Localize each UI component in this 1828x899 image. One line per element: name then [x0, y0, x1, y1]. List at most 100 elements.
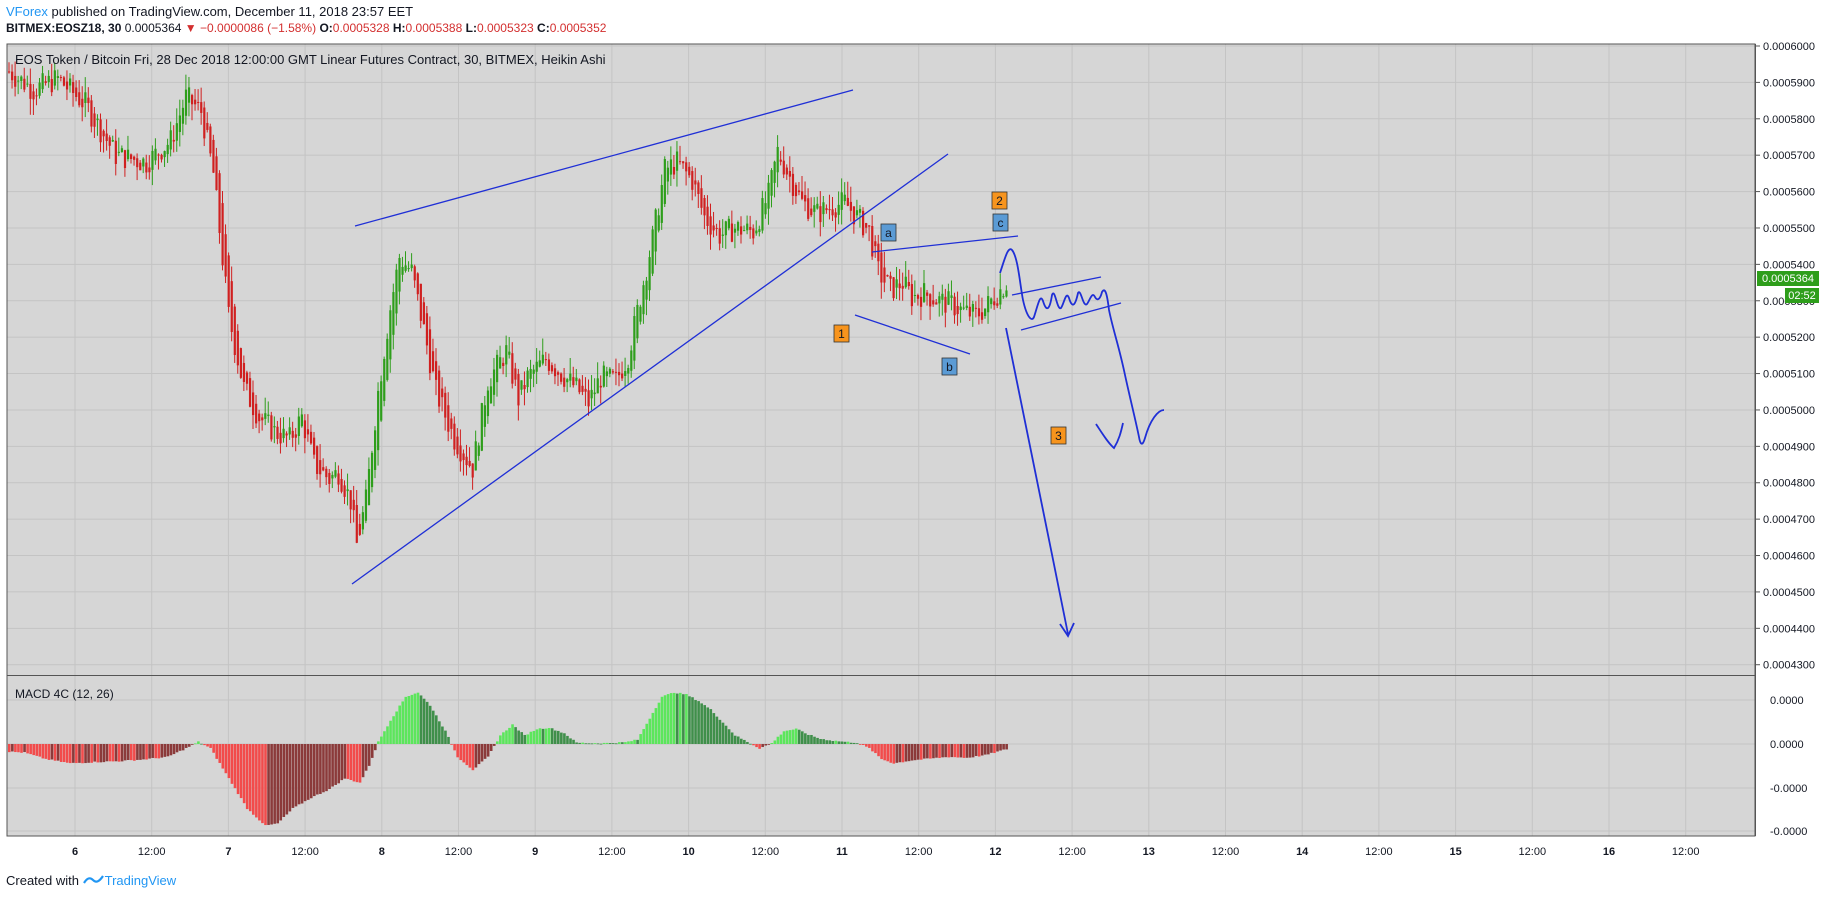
macd-bar — [383, 731, 386, 744]
wave-label-b[interactable]: b — [941, 357, 958, 376]
wave-label-1[interactable]: 1 — [833, 324, 850, 343]
macd-bar — [422, 698, 426, 744]
macd-bar — [810, 734, 813, 744]
candle-body — [325, 468, 328, 478]
macd-bar — [816, 737, 819, 744]
correction-lower-line[interactable] — [854, 314, 971, 355]
candle-body — [81, 98, 84, 108]
candle-body — [444, 392, 447, 418]
candle-body — [776, 146, 779, 173]
candle-body — [837, 204, 840, 215]
candle-body — [834, 212, 837, 218]
candle-body — [752, 228, 755, 239]
macd-bar — [590, 743, 594, 745]
macd-bar — [227, 744, 231, 779]
macd-bar — [242, 744, 246, 804]
candle-body — [514, 368, 517, 380]
macd-bar — [462, 744, 466, 763]
triangle-upper-line[interactable] — [1011, 276, 1102, 296]
macd-bar — [367, 744, 371, 766]
macd-bar — [563, 733, 566, 744]
macd-bar — [178, 744, 182, 751]
macd-bar — [483, 744, 487, 759]
correction-upper-line[interactable] — [871, 235, 1019, 253]
macd-bar — [706, 707, 710, 744]
price-axis[interactable]: 0.0006000 0.0005900 0.0005800 0.0005700 0.00… — [1755, 41, 1815, 672]
arrow-head — [1059, 622, 1075, 638]
projected-path-drawing[interactable] — [999, 248, 1165, 445]
tradingview-link[interactable]: TradingView — [104, 873, 177, 888]
macd-bar — [1005, 744, 1008, 750]
candle-body — [300, 414, 303, 427]
candle-body — [730, 223, 734, 242]
candle-body — [764, 203, 767, 215]
macd-bar — [718, 719, 722, 744]
macd-bar — [968, 744, 972, 758]
macd-bar — [276, 744, 279, 824]
time-axis[interactable]: 6 12:00 7 12:00 8 12:00 9 12:00 10 12:00 11 12:00 12… — [72, 846, 1700, 858]
wave-label-a[interactable]: a — [880, 223, 897, 242]
candle-body — [169, 130, 172, 150]
candle-body — [663, 159, 666, 204]
candle-body — [108, 137, 111, 146]
macd-bar — [297, 744, 301, 805]
triangle-lower-line[interactable] — [1020, 302, 1122, 331]
small-arrow-drawing[interactable] — [1095, 422, 1124, 450]
macd-bar — [877, 744, 880, 757]
price-tick-label: 0.0005800 — [1763, 114, 1815, 126]
time-tick-label: 12:00 — [905, 846, 933, 858]
macd-axis[interactable]: 0.0000 0.0000 -0.0000 -0.0000 — [1770, 695, 1807, 838]
macd-bar — [846, 741, 850, 744]
macd-bar — [102, 744, 106, 763]
candle-body — [913, 294, 917, 296]
macd-bar — [682, 694, 685, 744]
wave-label-c[interactable]: c — [992, 213, 1009, 232]
macd-bar — [328, 744, 331, 790]
candle-body — [72, 81, 75, 94]
main-pane[interactable] — [7, 44, 1755, 675]
macd-bar — [459, 744, 462, 761]
candle-body — [758, 229, 761, 232]
wave-label-2[interactable]: 2 — [991, 191, 1008, 210]
macd-bar — [663, 695, 667, 744]
macd-bar — [712, 713, 716, 744]
candle-body — [947, 291, 950, 305]
candle-body — [218, 173, 221, 233]
candle-body — [843, 194, 846, 202]
macd-bar — [980, 744, 984, 756]
candle-body — [361, 512, 364, 530]
candle-body — [316, 446, 319, 474]
candle-body — [657, 215, 660, 231]
wave-3-target-arrow[interactable] — [1005, 327, 1069, 635]
candle-body — [816, 203, 819, 209]
macd-bar — [431, 710, 435, 744]
candle-body — [932, 300, 935, 305]
macd-bar — [526, 734, 530, 744]
candle-body — [191, 95, 194, 105]
candle-body — [721, 234, 724, 236]
macd-bar — [593, 743, 597, 744]
macd-bar — [352, 744, 356, 782]
candle-body — [520, 380, 523, 390]
candle-body — [215, 156, 218, 191]
candle-body — [553, 368, 557, 377]
wedge-lower-line[interactable] — [351, 153, 949, 585]
wedge-upper-line[interactable] — [354, 89, 854, 227]
macd-bar — [8, 744, 11, 753]
wave-label-3[interactable]: 3 — [1050, 426, 1067, 445]
candle-body — [852, 206, 856, 225]
macd-bar — [560, 732, 563, 744]
candle-body — [1002, 296, 1005, 298]
candle-body — [41, 73, 44, 90]
candle-body — [480, 403, 483, 451]
candle-body — [38, 82, 41, 96]
macd-bar — [255, 744, 258, 818]
candle-body — [26, 83, 29, 85]
candle-body — [523, 385, 526, 390]
author-link[interactable]: VForex — [6, 4, 48, 19]
candle-body — [413, 266, 416, 281]
macd-bar — [907, 744, 911, 762]
candle-body — [587, 390, 590, 407]
macd-bar — [14, 744, 17, 753]
